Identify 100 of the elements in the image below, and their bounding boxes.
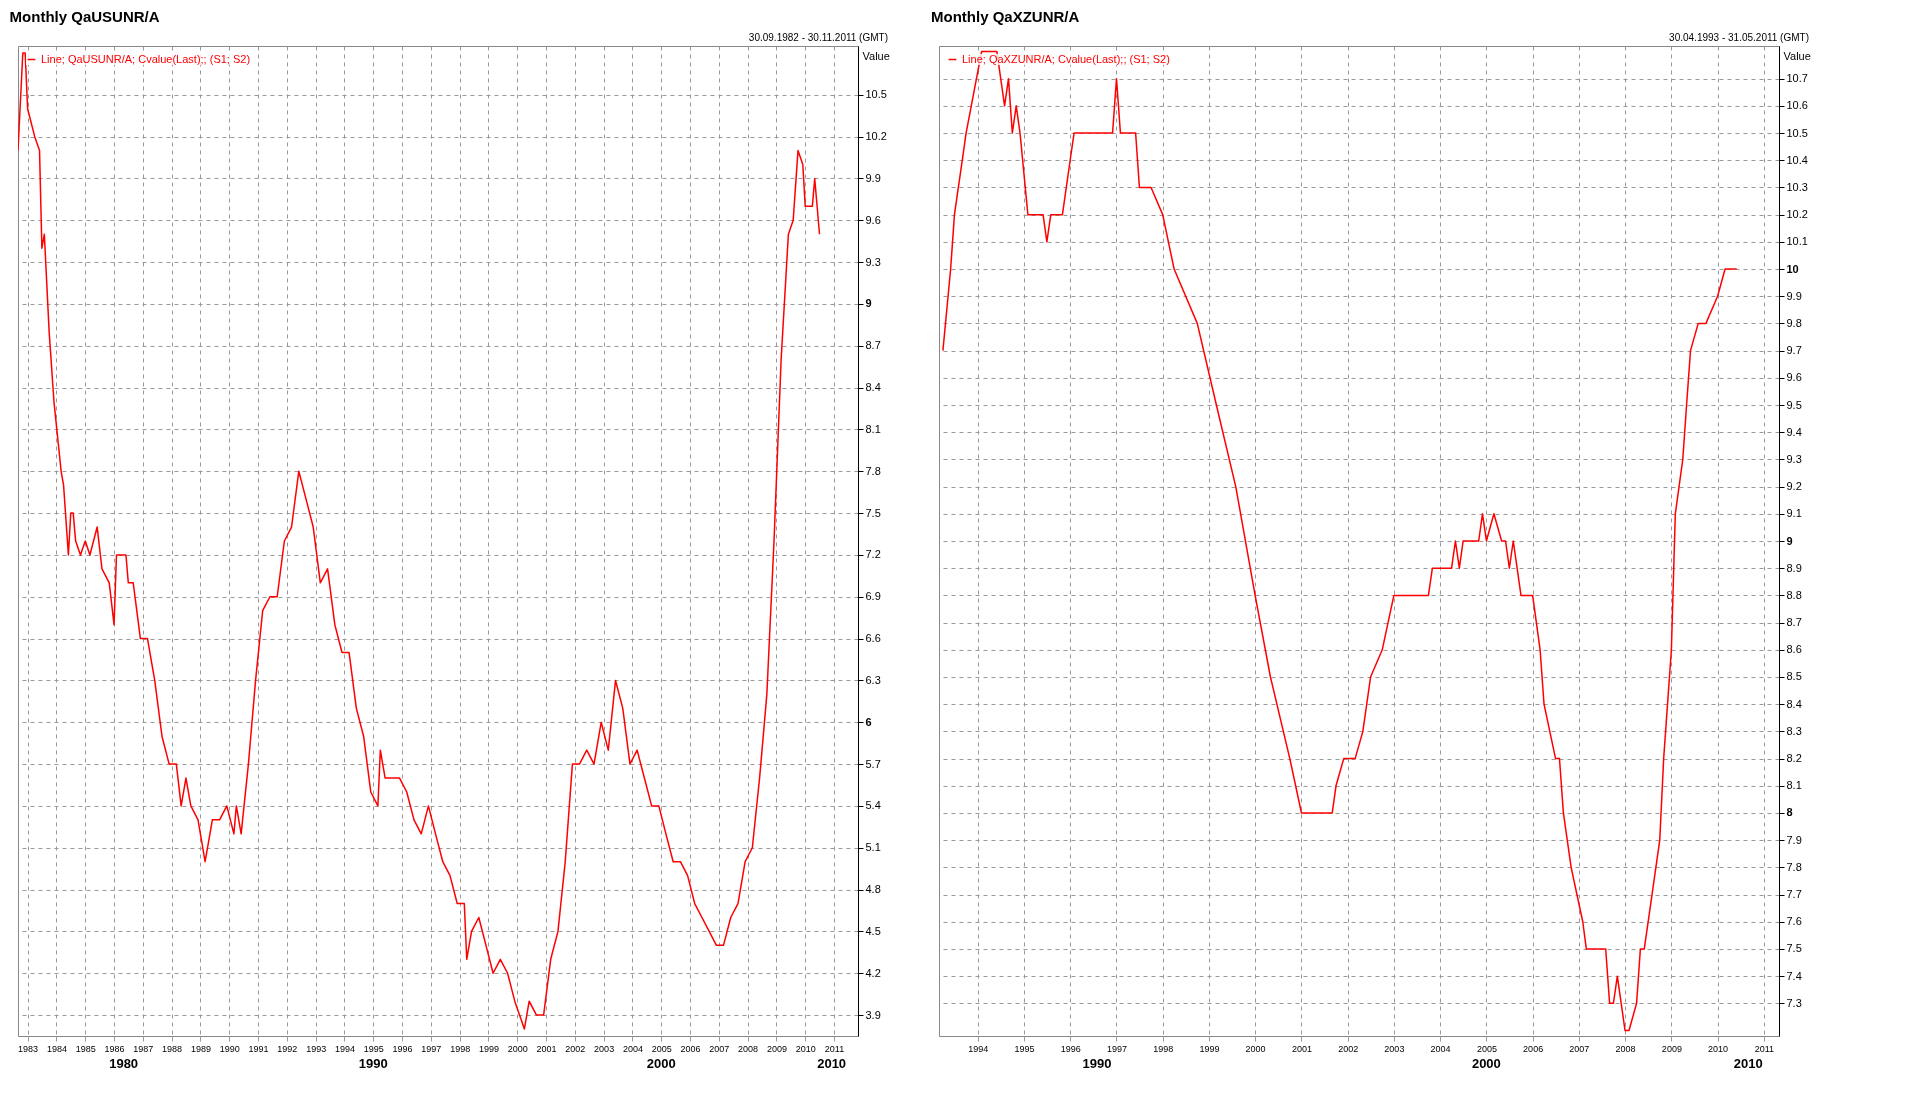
x-tick-label: 2001 <box>1291 1043 1312 1054</box>
y-tick-label: 8.1 <box>1786 779 1802 792</box>
x-tick-label: 1990 <box>219 1043 240 1054</box>
legend-label: Line; QaXZUNR/A; Cvalue(Last);; (S1; S2) <box>962 52 1170 65</box>
x-tick-label: 1995 <box>363 1043 384 1054</box>
line-series <box>18 52 821 1030</box>
y-tick-label: 7.8 <box>1786 860 1802 873</box>
x-tick-label: 1983 <box>18 1043 39 1054</box>
x-tick-label: 2001 <box>536 1043 557 1054</box>
x-tick-label: 1994 <box>968 1043 989 1054</box>
x-tick-label: 1997 <box>421 1043 442 1054</box>
x-tick-label: 1997 <box>1106 1043 1128 1054</box>
y-tick-label: 10 <box>1786 262 1799 275</box>
text: 2010 <box>1733 1056 1763 1071</box>
y-tick-label: 8.2 <box>1786 752 1802 765</box>
x-tick-label: 2011 <box>824 1043 845 1054</box>
x-tick-label: 2000 <box>507 1043 528 1054</box>
y-tick-label: 8 <box>1786 806 1793 819</box>
y-tick-label: 3.9 <box>865 1008 881 1021</box>
x-tick-label: 1999 <box>478 1043 499 1054</box>
x-tick-label: 2002 <box>565 1043 586 1054</box>
y-tick-label: 7.9 <box>1786 833 1802 846</box>
y-tick-label: 10.2 <box>1786 208 1808 221</box>
x-tick-label: 1987 <box>133 1043 154 1054</box>
x-tick-label: 1992 <box>277 1043 298 1054</box>
x-tick-label: 2005 <box>651 1043 672 1054</box>
y-tick-label: 5.4 <box>865 799 881 812</box>
y-tick-label: 10.3 <box>1786 180 1808 193</box>
x-tick-label: 2000 <box>1245 1043 1266 1054</box>
x-tick-label: 1989 <box>190 1043 211 1054</box>
x-tick-label: 2006 <box>680 1043 701 1054</box>
y-tick-label: 9 <box>1786 534 1793 547</box>
x-tick-label: 2007 <box>1569 1043 1590 1054</box>
x-tick-label: 2009 <box>1661 1043 1682 1054</box>
y-axis-title: Value <box>862 49 890 62</box>
y-tick-label: 9.2 <box>1786 480 1802 493</box>
y-tick-label: 8.7 <box>865 339 881 352</box>
y-tick-label: 9.5 <box>1786 398 1802 411</box>
y-tick-label: 8.6 <box>1786 643 1802 656</box>
x-tick-label: 2010 <box>795 1043 816 1054</box>
y-tick-label: 10.5 <box>865 88 887 101</box>
x-tick-label: 2007 <box>709 1043 730 1054</box>
y-tick-label: 8.4 <box>865 381 881 394</box>
x-tick-label: 1994 <box>334 1043 355 1054</box>
x-tick-label: 1988 <box>162 1043 183 1054</box>
y-tick-label: 9.6 <box>1786 371 1802 384</box>
x-tick-label: 1991 <box>248 1043 269 1054</box>
y-tick-label: 7.8 <box>865 464 881 477</box>
line-series <box>942 50 1738 1032</box>
chart-title: Monthly QaXZUNR/A <box>931 8 1080 25</box>
x-tick-label: 1993 <box>306 1043 327 1054</box>
x-tick-label: 2003 <box>1384 1043 1405 1054</box>
y-tick-label: 6.9 <box>865 590 881 603</box>
x-tick-label: 2008 <box>738 1043 759 1054</box>
y-tick-label: 9.9 <box>1786 289 1802 302</box>
y-tick-label: 8.3 <box>1786 724 1802 737</box>
x-tick-label: 2005 <box>1476 1043 1497 1054</box>
y-tick-label: 5.1 <box>865 841 881 854</box>
x-tick-label: 1998 <box>1153 1043 1174 1054</box>
x-tick-label: 2010 <box>1708 1043 1729 1054</box>
y-tick-label: 10.1 <box>1786 235 1808 248</box>
x-tick-label: 1984 <box>46 1043 67 1054</box>
text: 1990 <box>1082 1056 1112 1071</box>
y-tick-label: 9.6 <box>865 213 881 226</box>
x-tick-label: 2004 <box>622 1043 643 1054</box>
y-tick-label: 10.6 <box>1786 99 1808 112</box>
x-tick-label: 1999 <box>1199 1043 1220 1054</box>
text: 2000 <box>646 1056 676 1071</box>
chart-subtitle: 30.04.1993 - 31.05.2011 (GMT) <box>1669 32 1809 43</box>
y-tick-label: 9.9 <box>865 171 881 184</box>
x-tick-label: 2006 <box>1523 1043 1544 1054</box>
y-tick-label: 7.5 <box>1786 942 1802 955</box>
x-tick-label: 1996 <box>392 1043 413 1054</box>
y-tick-label: 7.6 <box>1786 915 1802 928</box>
x-tick-label: 1998 <box>450 1043 471 1054</box>
x-tick-label: 2011 <box>1754 1043 1774 1054</box>
y-tick-label: 8.8 <box>1786 588 1802 601</box>
y-tick-label: 9 <box>865 297 872 310</box>
x-tick-label: 1996 <box>1060 1043 1081 1054</box>
y-tick-label: 7.4 <box>1786 969 1802 982</box>
x-tick-label: 2008 <box>1615 1043 1636 1054</box>
y-tick-label: 8.7 <box>1786 616 1802 629</box>
y-axis-title: Value <box>1783 49 1811 62</box>
y-tick-label: 4.5 <box>865 924 881 937</box>
x-tick-label: 2003 <box>594 1043 615 1054</box>
y-tick-label: 8.1 <box>865 422 881 435</box>
text: 1980 <box>109 1056 139 1071</box>
y-tick-label: 8.5 <box>1786 670 1802 683</box>
y-tick-label: 9.8 <box>1786 316 1802 329</box>
y-tick-label: 9.1 <box>1786 507 1802 520</box>
x-tick-label: 1995 <box>1014 1043 1035 1054</box>
x-tick-label: 1986 <box>104 1043 125 1054</box>
y-tick-label: 7.3 <box>1786 996 1802 1009</box>
text: 1990 <box>358 1056 388 1071</box>
y-tick-label: 6.3 <box>865 673 881 686</box>
y-tick-label: 10.4 <box>1786 153 1808 166</box>
y-tick-label: 8.4 <box>1786 697 1802 710</box>
x-tick-label: 2009 <box>766 1043 787 1054</box>
x-tick-label: 2004 <box>1430 1043 1451 1054</box>
y-tick-label: 4.2 <box>865 966 881 979</box>
